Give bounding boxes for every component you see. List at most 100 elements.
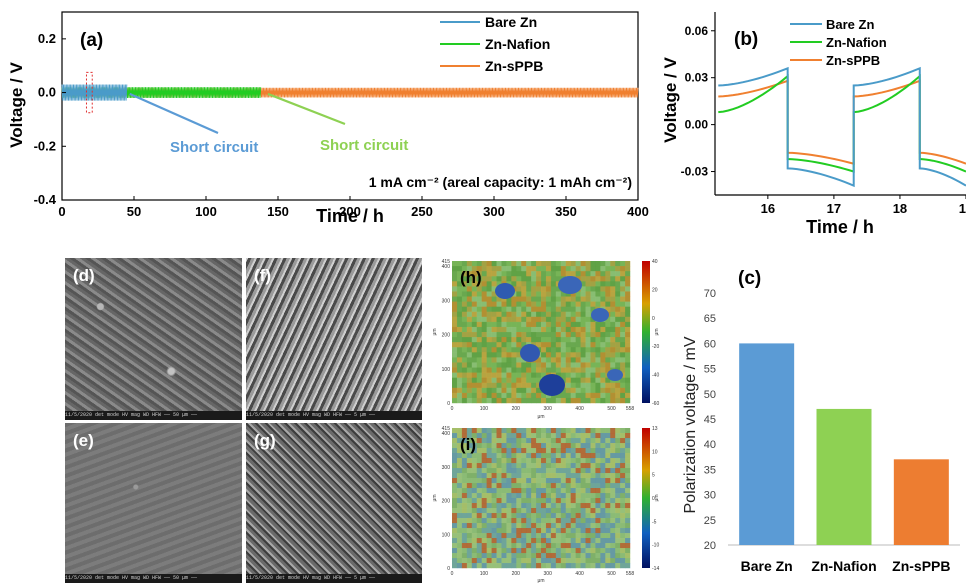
map-cell [605, 483, 611, 489]
map-cell [595, 468, 601, 474]
map-cell [545, 463, 552, 469]
map-cell [536, 337, 542, 343]
map-cell [600, 332, 606, 338]
map-cell [620, 473, 626, 479]
y-tick-label: 50 [704, 389, 716, 401]
map-cell [560, 548, 567, 554]
map-cell [625, 281, 631, 287]
map-cell [580, 493, 586, 499]
map-cell [456, 367, 463, 373]
map-cell [550, 528, 557, 534]
map-cell [516, 458, 522, 464]
map-cell [615, 528, 621, 534]
map-cell [565, 488, 571, 494]
map-cell [461, 428, 468, 434]
map-cell [620, 352, 626, 358]
map-cell [461, 528, 468, 534]
map-cell [555, 326, 562, 333]
map-cell [620, 498, 626, 504]
map-cell [585, 518, 591, 524]
map-cell [585, 523, 591, 529]
map-cell [620, 326, 626, 333]
map-cell [580, 503, 586, 509]
map-cell [511, 387, 517, 394]
map-cell [590, 483, 596, 489]
map-cell [516, 332, 522, 338]
map-cell [521, 392, 527, 399]
map-cell [506, 316, 512, 323]
map-cell [555, 463, 562, 469]
map-cell [585, 463, 591, 469]
x-tick-label: 400 [627, 204, 649, 219]
map-cell [471, 488, 478, 494]
map-cell [560, 296, 567, 302]
map-cell [516, 543, 522, 549]
map-cell [466, 342, 473, 348]
map-cell [580, 357, 586, 363]
map-cell [536, 392, 542, 399]
map-cell [471, 387, 478, 394]
map-cell [550, 301, 557, 307]
map-cell [481, 443, 487, 449]
map-cell [511, 382, 517, 389]
map-cell [580, 367, 586, 373]
map-cell [461, 533, 468, 539]
y-tick-label: 400 [442, 431, 451, 437]
map-cell [516, 473, 522, 479]
map-cell [595, 488, 601, 494]
map-cell [545, 533, 552, 539]
map-cell [550, 508, 557, 514]
map-cell [570, 453, 576, 459]
map-cell [560, 397, 567, 404]
map-cell [456, 357, 463, 363]
map-cell [610, 508, 616, 514]
map-cell [600, 458, 606, 464]
map-cell [526, 498, 532, 504]
map-cell [452, 473, 458, 479]
map-cell [521, 306, 527, 313]
map-cell [452, 261, 458, 267]
map-cell [550, 326, 557, 333]
map-cell [545, 543, 552, 549]
map-cell [486, 377, 492, 384]
map-cell [471, 321, 478, 328]
map-cell [496, 382, 502, 389]
map-cell [471, 518, 478, 524]
map-cell [545, 548, 552, 554]
map-cell [550, 271, 557, 277]
map-cell [471, 513, 478, 519]
map-cell [471, 281, 478, 287]
map-cell [615, 306, 621, 313]
map-cell [545, 397, 552, 404]
map-cell [575, 518, 581, 524]
map-cell [555, 311, 562, 318]
map-cell [541, 337, 547, 343]
map-cell [615, 286, 621, 292]
map-cell [521, 563, 527, 569]
map-cell [536, 286, 542, 292]
map-cell [506, 301, 512, 307]
map-cell [511, 347, 517, 353]
map-cell [585, 316, 591, 323]
y-tick-label: 415 [442, 259, 451, 265]
map-cell [456, 448, 463, 454]
map-cell [541, 281, 547, 287]
map-cell [565, 498, 571, 504]
map-cell [461, 548, 468, 554]
map-cell [536, 311, 542, 318]
map-cell [486, 311, 492, 318]
y-tick-label: 60 [704, 338, 716, 350]
map-cell [461, 448, 468, 454]
map-cell [491, 352, 497, 358]
map-cell [456, 523, 463, 529]
map-cell [600, 291, 606, 297]
map-cell [461, 377, 468, 384]
map-cell [550, 523, 557, 529]
y-tick-label: 35 [704, 464, 716, 476]
map-cell [452, 478, 458, 484]
map-cell [560, 387, 567, 394]
map-cell [452, 438, 458, 444]
y-tick-label: 20 [704, 540, 716, 552]
map-cell [501, 488, 507, 494]
map-cell [496, 276, 502, 282]
